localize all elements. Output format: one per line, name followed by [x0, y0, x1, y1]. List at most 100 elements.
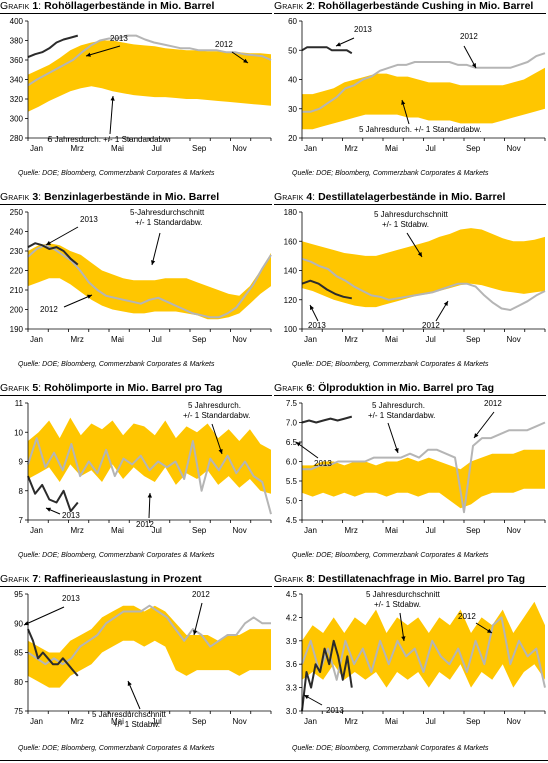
annotation-arrowhead — [218, 449, 223, 454]
y-tick-label: 120 — [284, 296, 298, 305]
y-tick-label: 60 — [288, 17, 297, 26]
annotation-arrowhead — [147, 493, 152, 498]
x-tick-label: Jan — [304, 144, 317, 153]
band-5y-range — [302, 228, 545, 308]
chart-title-4: Grafik 4: Destillatelagerbestände in Mio.… — [274, 191, 506, 203]
x-tick-label: Sep — [192, 335, 207, 344]
title-rule — [0, 586, 272, 587]
y-tick-label: 160 — [284, 237, 298, 246]
y-tick-label: 95 — [14, 590, 23, 599]
annotation-arrow — [85, 45, 121, 57]
chart-title-text: Destillatenachfrage in Mio. Barrel pro T… — [318, 573, 526, 585]
x-tick-label: Sep — [466, 144, 481, 153]
band-5y-range — [302, 601, 545, 688]
y-tick-label: 4.5 — [286, 516, 298, 525]
y-tick-label: 220 — [10, 267, 24, 276]
annotation-label: +/- 1 Standardabw. — [135, 218, 202, 227]
title-rule — [0, 13, 272, 14]
x-tick-label: Mrz — [345, 144, 358, 153]
series-line-2012 — [301, 616, 546, 688]
annotation-label: 2013 — [80, 215, 98, 224]
annotation-arrow — [127, 680, 141, 710]
chart-svg-5: 7 8 9 10 11 Jan Mrz Mai Jul Sep Nov 5 Jahresdurch.+… — [14, 399, 272, 535]
chart-title-2: Grafik 2: Rohöllagerbestände Cushing in M… — [274, 0, 534, 12]
x-tick-label: Sep — [192, 144, 207, 153]
band-5y-range — [28, 605, 271, 688]
x-tick-label: Mai — [385, 335, 398, 344]
annotation-label: 2013 — [110, 34, 128, 43]
y-tick-label: 8 — [19, 487, 24, 496]
chart-title-5: Grafik 5: Rohölimporte in Mio. Barrel pro… — [0, 382, 223, 394]
chart-panel-3: Grafik 3: Benzinlagerbestände in Mio. Bar… — [0, 191, 274, 381]
annotation-label: 2013 — [354, 25, 372, 34]
band-5y-range — [28, 417, 271, 494]
chart-number: 8 — [306, 573, 313, 585]
chart-source: Quelle: DOE; Bloomberg, Commerzbank Corp… — [292, 361, 489, 368]
annotation-arrow — [211, 423, 223, 455]
annotation-label: +/- 1 Standardabw. — [183, 411, 250, 420]
chart-prefix: Grafik — [0, 573, 30, 585]
series-line-2013 — [27, 34, 79, 59]
x-tick-label: Jul — [152, 335, 162, 344]
x-tick-label: Mai — [111, 335, 124, 344]
annotation-arrowhead — [127, 681, 132, 686]
y-tick-label: 230 — [10, 247, 24, 256]
y-tick-label: 7.5 — [286, 399, 298, 408]
x-tick-label: Jul — [426, 335, 436, 344]
band-5y-range — [28, 243, 271, 320]
annotation-label: 2012 — [422, 321, 440, 330]
annotation-label: +/- 1 Stdabw. — [382, 220, 429, 229]
y-tick-label: 3.0 — [286, 707, 298, 716]
chart-panel-6: Grafik 6: Ölproduktion in Mio. Barrel pro… — [274, 382, 548, 572]
series-line-2013 — [27, 628, 79, 677]
chart-source: Quelle: DOE; Bloomberg, Commerzbank Corp… — [292, 552, 489, 559]
page-bottom-rule — [0, 760, 548, 761]
annotation-label: 2012 — [458, 612, 476, 621]
chart-source: Quelle: DOE; Bloomberg, Commerzbank Corp… — [18, 361, 215, 368]
annotation-label: +/- 1 Stdabw. — [113, 720, 160, 729]
title-rule — [274, 13, 546, 14]
annotation-arrowhead — [336, 42, 341, 47]
annotation-label: 5 Jahresdurch. +/- 1 Standardabw. — [359, 125, 482, 134]
chart-source: Quelle: DOE; Bloomberg, Commerzbank Corp… — [292, 745, 489, 752]
series-line-2013 — [27, 475, 79, 513]
annotation-arrowhead — [401, 100, 406, 105]
x-tick-label: Mrz — [345, 526, 358, 535]
annotation-arrowhead — [87, 294, 92, 299]
chart-title-text: Rohölimporte in Mio. Barrel pro Tag — [44, 382, 223, 394]
annotation-label: 5 Jahresdurchschnitt — [366, 590, 441, 599]
annotation-arrowhead — [487, 628, 492, 633]
y-tick-label: 9 — [19, 458, 24, 467]
x-tick-label: Nov — [233, 335, 247, 344]
annotation-arrowhead — [24, 621, 29, 626]
x-tick-label: Sep — [192, 717, 207, 726]
annotation-arrowhead — [46, 507, 51, 512]
y-tick-label: 190 — [10, 325, 24, 334]
y-tick-label: 240 — [10, 228, 24, 237]
annotation-arrowhead — [394, 448, 399, 453]
chart-title-text: Destillatelagerbestände in Mio. Barrel — [318, 191, 506, 203]
annotation-arrow — [45, 226, 79, 246]
x-tick-label: Mai — [385, 526, 398, 535]
series-line-2012 — [302, 421, 546, 514]
y-tick-label: 4.5 — [286, 590, 298, 599]
title-rule — [274, 204, 546, 205]
annotation-label: 2013 — [62, 594, 80, 603]
title-rule — [0, 204, 272, 205]
x-tick-label: Nov — [233, 526, 247, 535]
chart-title-text: Rohöllagerbestände in Mio. Barrel — [44, 0, 215, 12]
y-tick-label: 380 — [10, 37, 24, 46]
y-tick-label: 30 — [288, 105, 297, 114]
chart-source: Quelle: DOE; Bloomberg, Commerzbank Corp… — [292, 170, 489, 177]
annotation-arrow — [387, 422, 399, 454]
y-tick-label: 5.0 — [286, 497, 298, 506]
annotation-label: 5 Jahresdurchschnitt — [374, 210, 449, 219]
x-tick-label: Mai — [111, 717, 124, 726]
annotation-arrow — [151, 232, 161, 266]
annotation-arrowhead — [110, 96, 115, 101]
annotation-label: 5-Jahresdurchschnitt — [130, 208, 205, 217]
chart-panel-7: Grafik 7: Raffinerieauslastung in Prozent… — [0, 573, 274, 763]
chart-prefix: Grafik — [0, 0, 30, 12]
annotation-label: 2013 — [62, 511, 80, 520]
y-tick-label: 140 — [284, 267, 298, 276]
